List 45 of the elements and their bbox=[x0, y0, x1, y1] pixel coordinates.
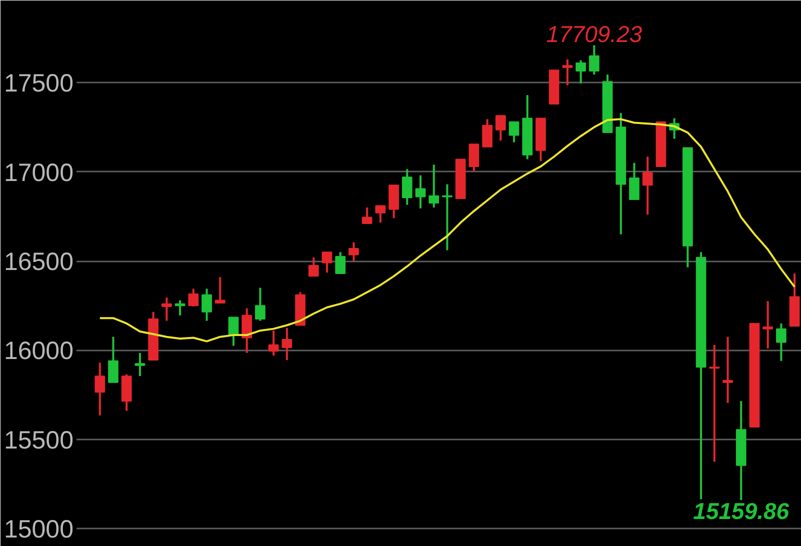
candlestick bbox=[588, 44, 600, 76]
candlestick bbox=[709, 344, 720, 463]
candlestick bbox=[415, 174, 426, 210]
candlestick bbox=[174, 299, 186, 316]
candlestick bbox=[162, 296, 172, 322]
candlestick bbox=[762, 300, 774, 350]
candlestick bbox=[202, 288, 212, 322]
y-tick-label: 15500 bbox=[4, 426, 74, 454]
y-tick-label: 16500 bbox=[4, 248, 74, 276]
candlestick bbox=[495, 114, 506, 142]
candlestick bbox=[508, 120, 520, 144]
candlestick bbox=[108, 336, 118, 384]
y-tick-label: 17500 bbox=[4, 70, 74, 98]
candlestick bbox=[214, 276, 226, 304]
candlestick bbox=[362, 206, 372, 225]
candlestick bbox=[642, 156, 653, 216]
candlestick bbox=[562, 58, 573, 86]
candlestick bbox=[442, 183, 452, 252]
candlestick bbox=[242, 307, 252, 354]
candlestick bbox=[482, 118, 492, 148]
y-tick-label: 15000 bbox=[4, 516, 74, 544]
candlestick bbox=[94, 362, 106, 416]
y-tick-label: 17000 bbox=[4, 158, 74, 187]
candlestick bbox=[428, 164, 440, 208]
candlestick bbox=[322, 251, 332, 274]
candlestick bbox=[255, 286, 266, 322]
candlestick bbox=[308, 256, 319, 278]
y-tick-label: 16000 bbox=[4, 337, 74, 366]
candlestick bbox=[629, 162, 640, 200]
candlestick bbox=[468, 143, 480, 173]
annotation: 15159.86 bbox=[693, 498, 790, 524]
candlestick bbox=[228, 316, 239, 347]
annotation: 17709.23 bbox=[546, 21, 642, 48]
candlestick bbox=[134, 352, 146, 378]
candlestick bbox=[402, 168, 412, 206]
candlestick bbox=[348, 241, 359, 262]
line-series bbox=[98, 118, 796, 342]
candlestick bbox=[722, 336, 733, 404]
candlestick bbox=[268, 330, 279, 357]
candlestick bbox=[188, 288, 199, 308]
candlestick bbox=[375, 204, 386, 224]
candlestick bbox=[282, 326, 292, 362]
candlestick bbox=[576, 59, 586, 84]
candlestick bbox=[776, 322, 786, 362]
candlestick bbox=[335, 251, 346, 274]
